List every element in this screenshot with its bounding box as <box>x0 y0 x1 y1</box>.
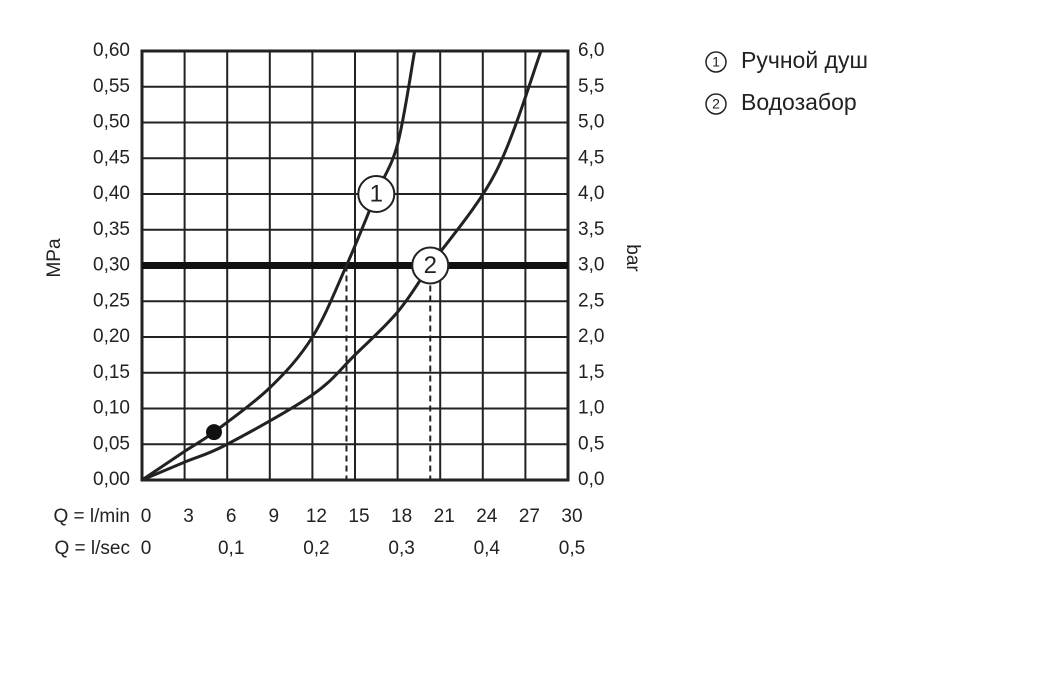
y-tick-label: 0,45 <box>93 147 130 168</box>
x-tick-label: 18 <box>391 506 412 527</box>
y2-tick-label: 0,5 <box>578 433 604 454</box>
x-tick-label: 30 <box>561 506 582 527</box>
y-tick-label: 0,35 <box>93 219 130 240</box>
y2-tick-label: 2,5 <box>578 290 604 311</box>
curve-label-circle <box>411 246 450 285</box>
legend-label: Ручной душ <box>741 47 868 73</box>
y-tick-label: 0,25 <box>93 290 130 311</box>
legend-symbol-label: 2 <box>712 96 720 112</box>
y-tick-label: 0,20 <box>93 326 130 347</box>
y-tick-label: 0,00 <box>93 469 130 490</box>
legend-label: Водозабор <box>741 89 857 115</box>
legend-symbol-label: 1 <box>712 54 720 70</box>
y2-tick-label: 6,0 <box>578 40 604 61</box>
x2-tick-label: 0,1 <box>218 538 244 559</box>
y-axis-label: MPa <box>44 238 65 278</box>
y2-tick-label: 4,0 <box>578 183 604 204</box>
y-tick-label: 0,60 <box>93 40 130 61</box>
x-tick-label: 21 <box>434 506 455 527</box>
x-tick-label: 0 <box>141 506 152 527</box>
x2-tick-label: 0 <box>141 538 152 559</box>
x2-tick-label: 0,5 <box>559 538 585 559</box>
x2-tick-label: 0,3 <box>388 538 414 559</box>
curve <box>141 50 543 482</box>
y-tick-label: 0,05 <box>93 433 130 454</box>
legend-symbol <box>705 93 727 115</box>
y2-tick-label: 3,0 <box>578 255 604 276</box>
y-tick-label: 0,10 <box>93 398 130 419</box>
curve <box>141 50 417 482</box>
y2-axis-label: bar <box>622 244 643 272</box>
legend-symbol <box>705 51 727 73</box>
y-tick-label: 0,55 <box>93 76 130 97</box>
x-tick-label: 24 <box>476 506 498 527</box>
x-axis-label: Q = l/min <box>53 506 130 527</box>
y2-tick-label: 4,5 <box>578 147 604 168</box>
y2-tick-label: 5,5 <box>578 76 604 97</box>
curve-label: 2 <box>424 252 437 279</box>
curve-label-circle <box>357 175 396 213</box>
x-tick-label: 15 <box>348 506 369 527</box>
x-tick-label: 3 <box>183 506 194 527</box>
x2-tick-label: 0,2 <box>303 538 329 559</box>
y-tick-label: 0,50 <box>93 112 130 133</box>
y-tick-label: 0,15 <box>93 362 130 383</box>
x-tick-label: 9 <box>269 506 280 527</box>
y-tick-label: 0,30 <box>93 255 130 276</box>
y-tick-label: 0,40 <box>93 183 130 204</box>
y2-tick-label: 2,0 <box>578 326 604 347</box>
y2-tick-label: 3,5 <box>578 219 604 240</box>
y2-tick-label: 0,0 <box>578 469 604 490</box>
curve-label: 1 <box>370 180 383 207</box>
y2-tick-label: 1,5 <box>578 362 604 383</box>
x-tick-label: 6 <box>226 506 237 527</box>
x-tick-label: 12 <box>306 506 327 527</box>
y2-tick-label: 5,0 <box>578 112 604 133</box>
y2-tick-label: 1,0 <box>578 398 604 419</box>
x2-axis-label: Q = l/sec <box>55 538 131 559</box>
x2-tick-label: 0,4 <box>474 538 501 559</box>
operating-point <box>205 424 222 441</box>
x-tick-label: 27 <box>519 506 540 527</box>
